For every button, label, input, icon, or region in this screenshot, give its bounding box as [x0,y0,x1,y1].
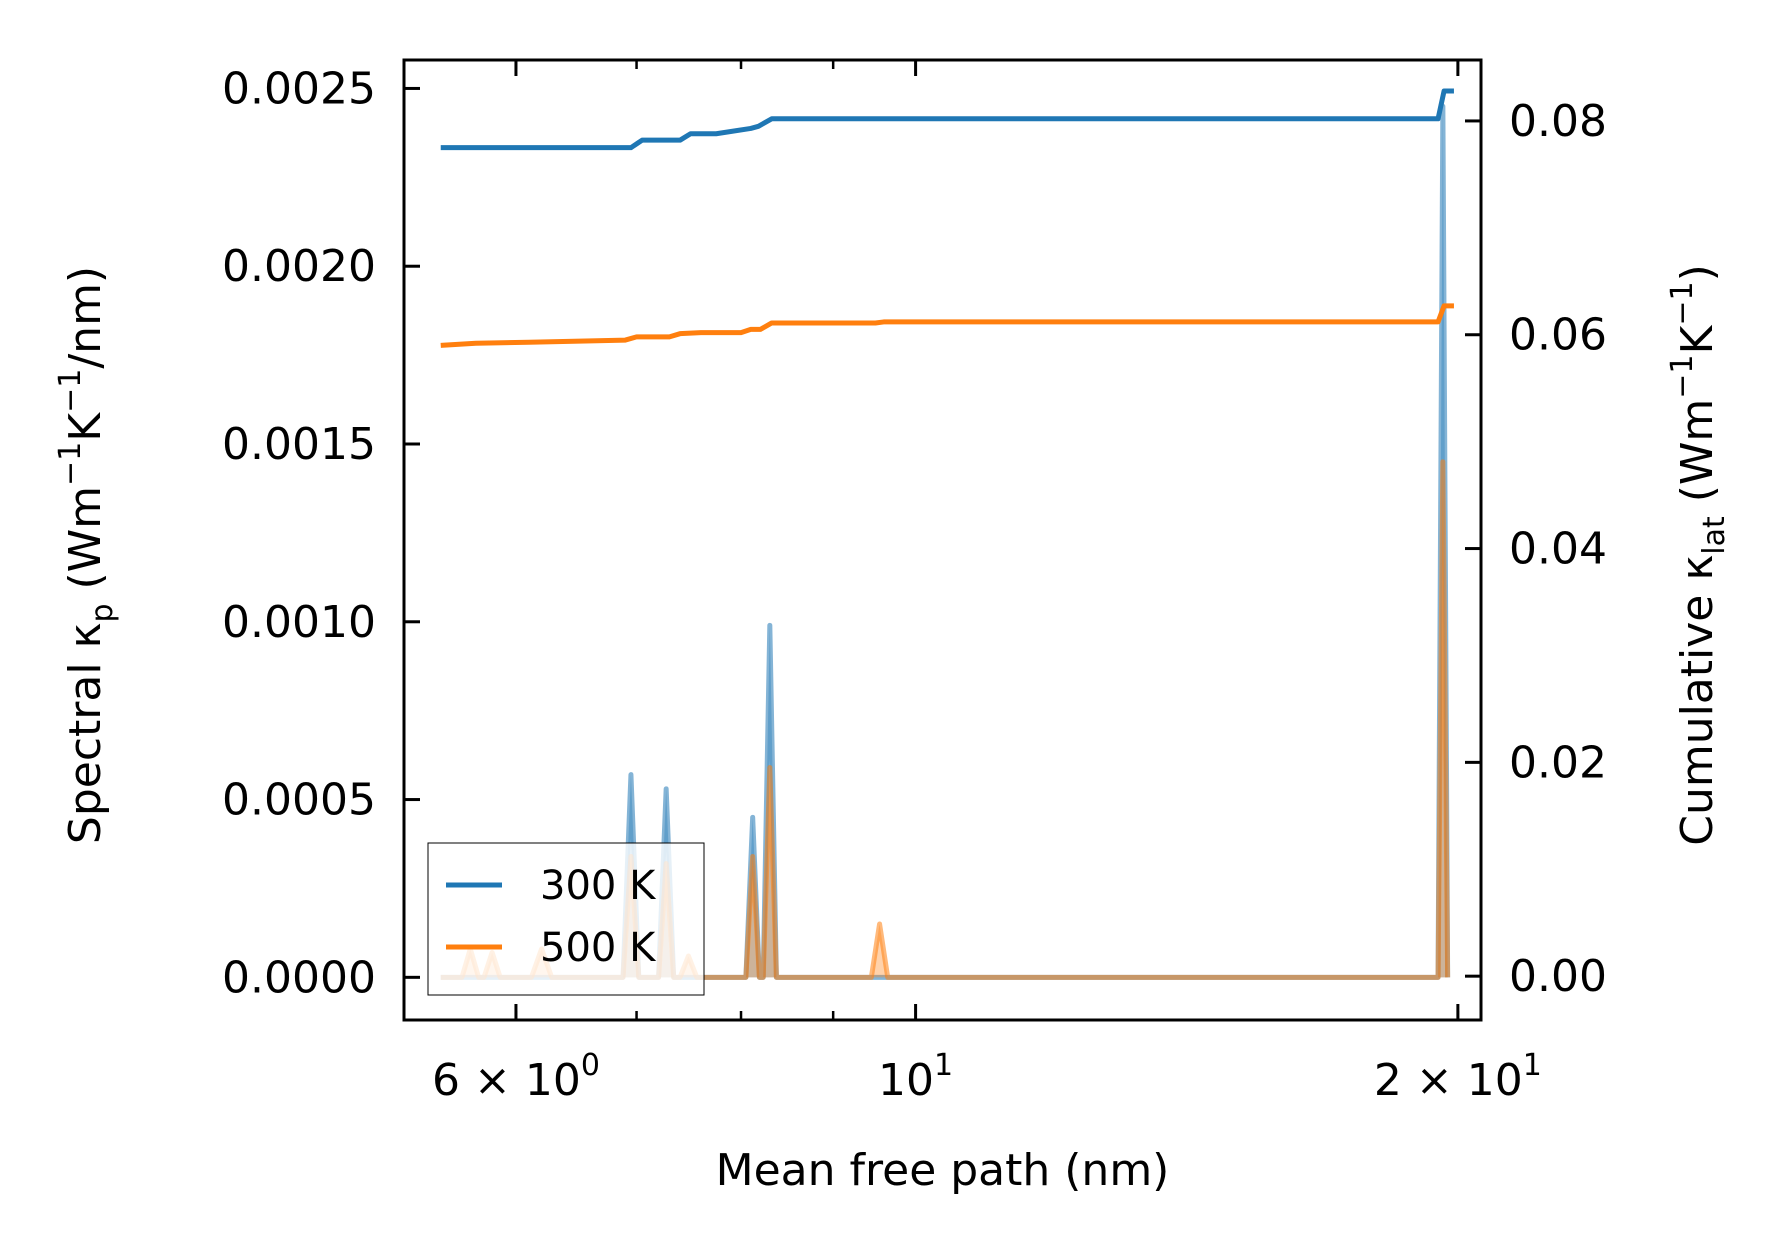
y-left-axis-label-sub: p [85,603,120,622]
x-tick-mantissa: 10 [878,1055,934,1106]
y-right-axis-label-units-open: (Wm [1672,399,1723,517]
y-left-tick-label: 0.0025 [222,63,376,114]
y-left-axis-label-units-sup2: −1 [53,369,88,413]
cumulative-line-500k [440,303,1454,348]
y-right-axis-label-units-close: ) [1672,264,1723,281]
plot-frame [402,58,1483,1022]
cumulative-line-300k [440,88,1454,151]
axes: 6 × 100 101 2 × 1010.00000.00050.00100.001… [53,58,1732,1196]
y-right-tick-label: 0.02 [1509,737,1607,788]
x-axis-label: Mean free path (nm) [716,1145,1170,1196]
x-tick-label: 6 × 100 [432,1048,600,1106]
y-left-axis-label-units-mid: K [60,412,111,442]
y-left-tick-label: 0.0000 [222,952,376,1003]
y-right-axis-label-sub: lat [1697,516,1732,555]
x-tick-exponent: 0 [581,1048,600,1083]
y-left-axis-label: Spectral κp (Wm−1K−1/nm) [53,266,120,844]
y-left-axis-label-units-close: /nm) [60,266,111,369]
y-right-tick-label: 0.06 [1509,310,1607,361]
y-right-axis-label-units-sup1: −1 [1665,354,1700,398]
x-tick-exponent: 1 [1523,1048,1542,1083]
y-left-axis-label-units-sup1: −1 [53,442,88,486]
x-tick-label: 2 × 101 [1374,1048,1542,1106]
y-left-tick-label: 0.0020 [222,241,376,292]
y-right-tick-label: 0.04 [1509,524,1607,575]
y-right-axis-label: Cumulative κlat (Wm−1K−1) [1665,264,1732,846]
y-left-tick-label: 0.0005 [222,775,376,826]
legend-box [427,842,705,996]
x-tick-mantissa: 2 × 10 [1374,1055,1523,1106]
y-right-axis-label-units-sup2: −1 [1665,281,1700,325]
y-right-tick-label: 0.08 [1509,96,1607,147]
y-right-axis-label-main: Cumulative κ [1672,555,1723,846]
legend-label-300k: 300 K [540,863,657,909]
legend: 300 K 500 K [427,842,705,996]
x-tick-mantissa: 6 × 10 [432,1055,581,1106]
x-tick-exponent: 1 [934,1048,953,1083]
legend-label-500k: 500 K [540,925,657,971]
y-left-tick-label: 0.0015 [222,419,376,470]
y-left-axis-label-main: Spectral κ [60,623,111,845]
x-tick-label: 101 [878,1048,953,1106]
y-right-axis-label-units-mid: K [1672,324,1723,354]
y-right-tick-label: 0.00 [1509,951,1607,1002]
y-left-tick-label: 0.0010 [222,597,376,648]
y-left-axis-label-units-open: (Wm [60,486,111,604]
